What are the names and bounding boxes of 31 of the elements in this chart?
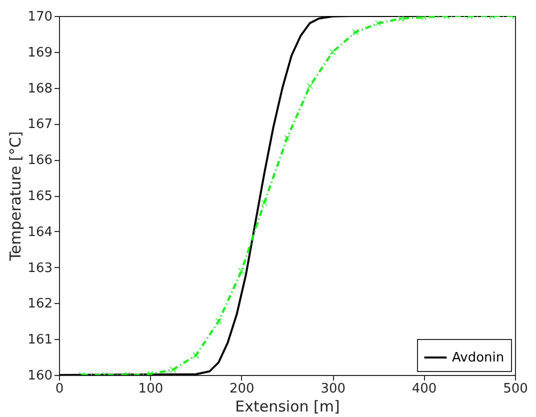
x-tick-label: 0 [55, 382, 64, 396]
x-tick-label: 100 [138, 382, 164, 396]
x-tick-label: 400 [412, 382, 437, 396]
point [284, 134, 290, 142]
y-tick-label: 163 [28, 260, 52, 276]
point [260, 199, 268, 206]
point [238, 268, 245, 274]
point [192, 352, 200, 358]
point [374, 20, 382, 26]
y-tick-label: 168 [28, 81, 52, 96]
y-tick-label: 162 [28, 296, 52, 312]
y-axis-title: Temperature [°C] [6, 131, 25, 262]
y-tick-label: 170 [28, 10, 52, 24]
x-tick-label: 300 [320, 382, 346, 396]
point [352, 28, 359, 36]
x-tick-label: 500 [503, 382, 528, 396]
legend-label: Avdonin [452, 350, 504, 366]
y-tick-label: 164 [28, 224, 52, 240]
point [170, 366, 176, 373]
y-tick-label: 166 [28, 153, 52, 168]
point [329, 48, 336, 56]
y-tick-label: 167 [28, 117, 52, 132]
point [398, 16, 404, 22]
x-tick-label: 200 [229, 382, 254, 396]
point [215, 318, 222, 324]
y-tick-label: 161 [28, 332, 52, 348]
y-tick-label: 160 [28, 368, 52, 384]
y-tick-label: 169 [28, 45, 52, 60]
point [306, 82, 314, 90]
x-axis-title: Extension [m] [235, 398, 340, 416]
y-tick-label: 165 [28, 189, 52, 204]
